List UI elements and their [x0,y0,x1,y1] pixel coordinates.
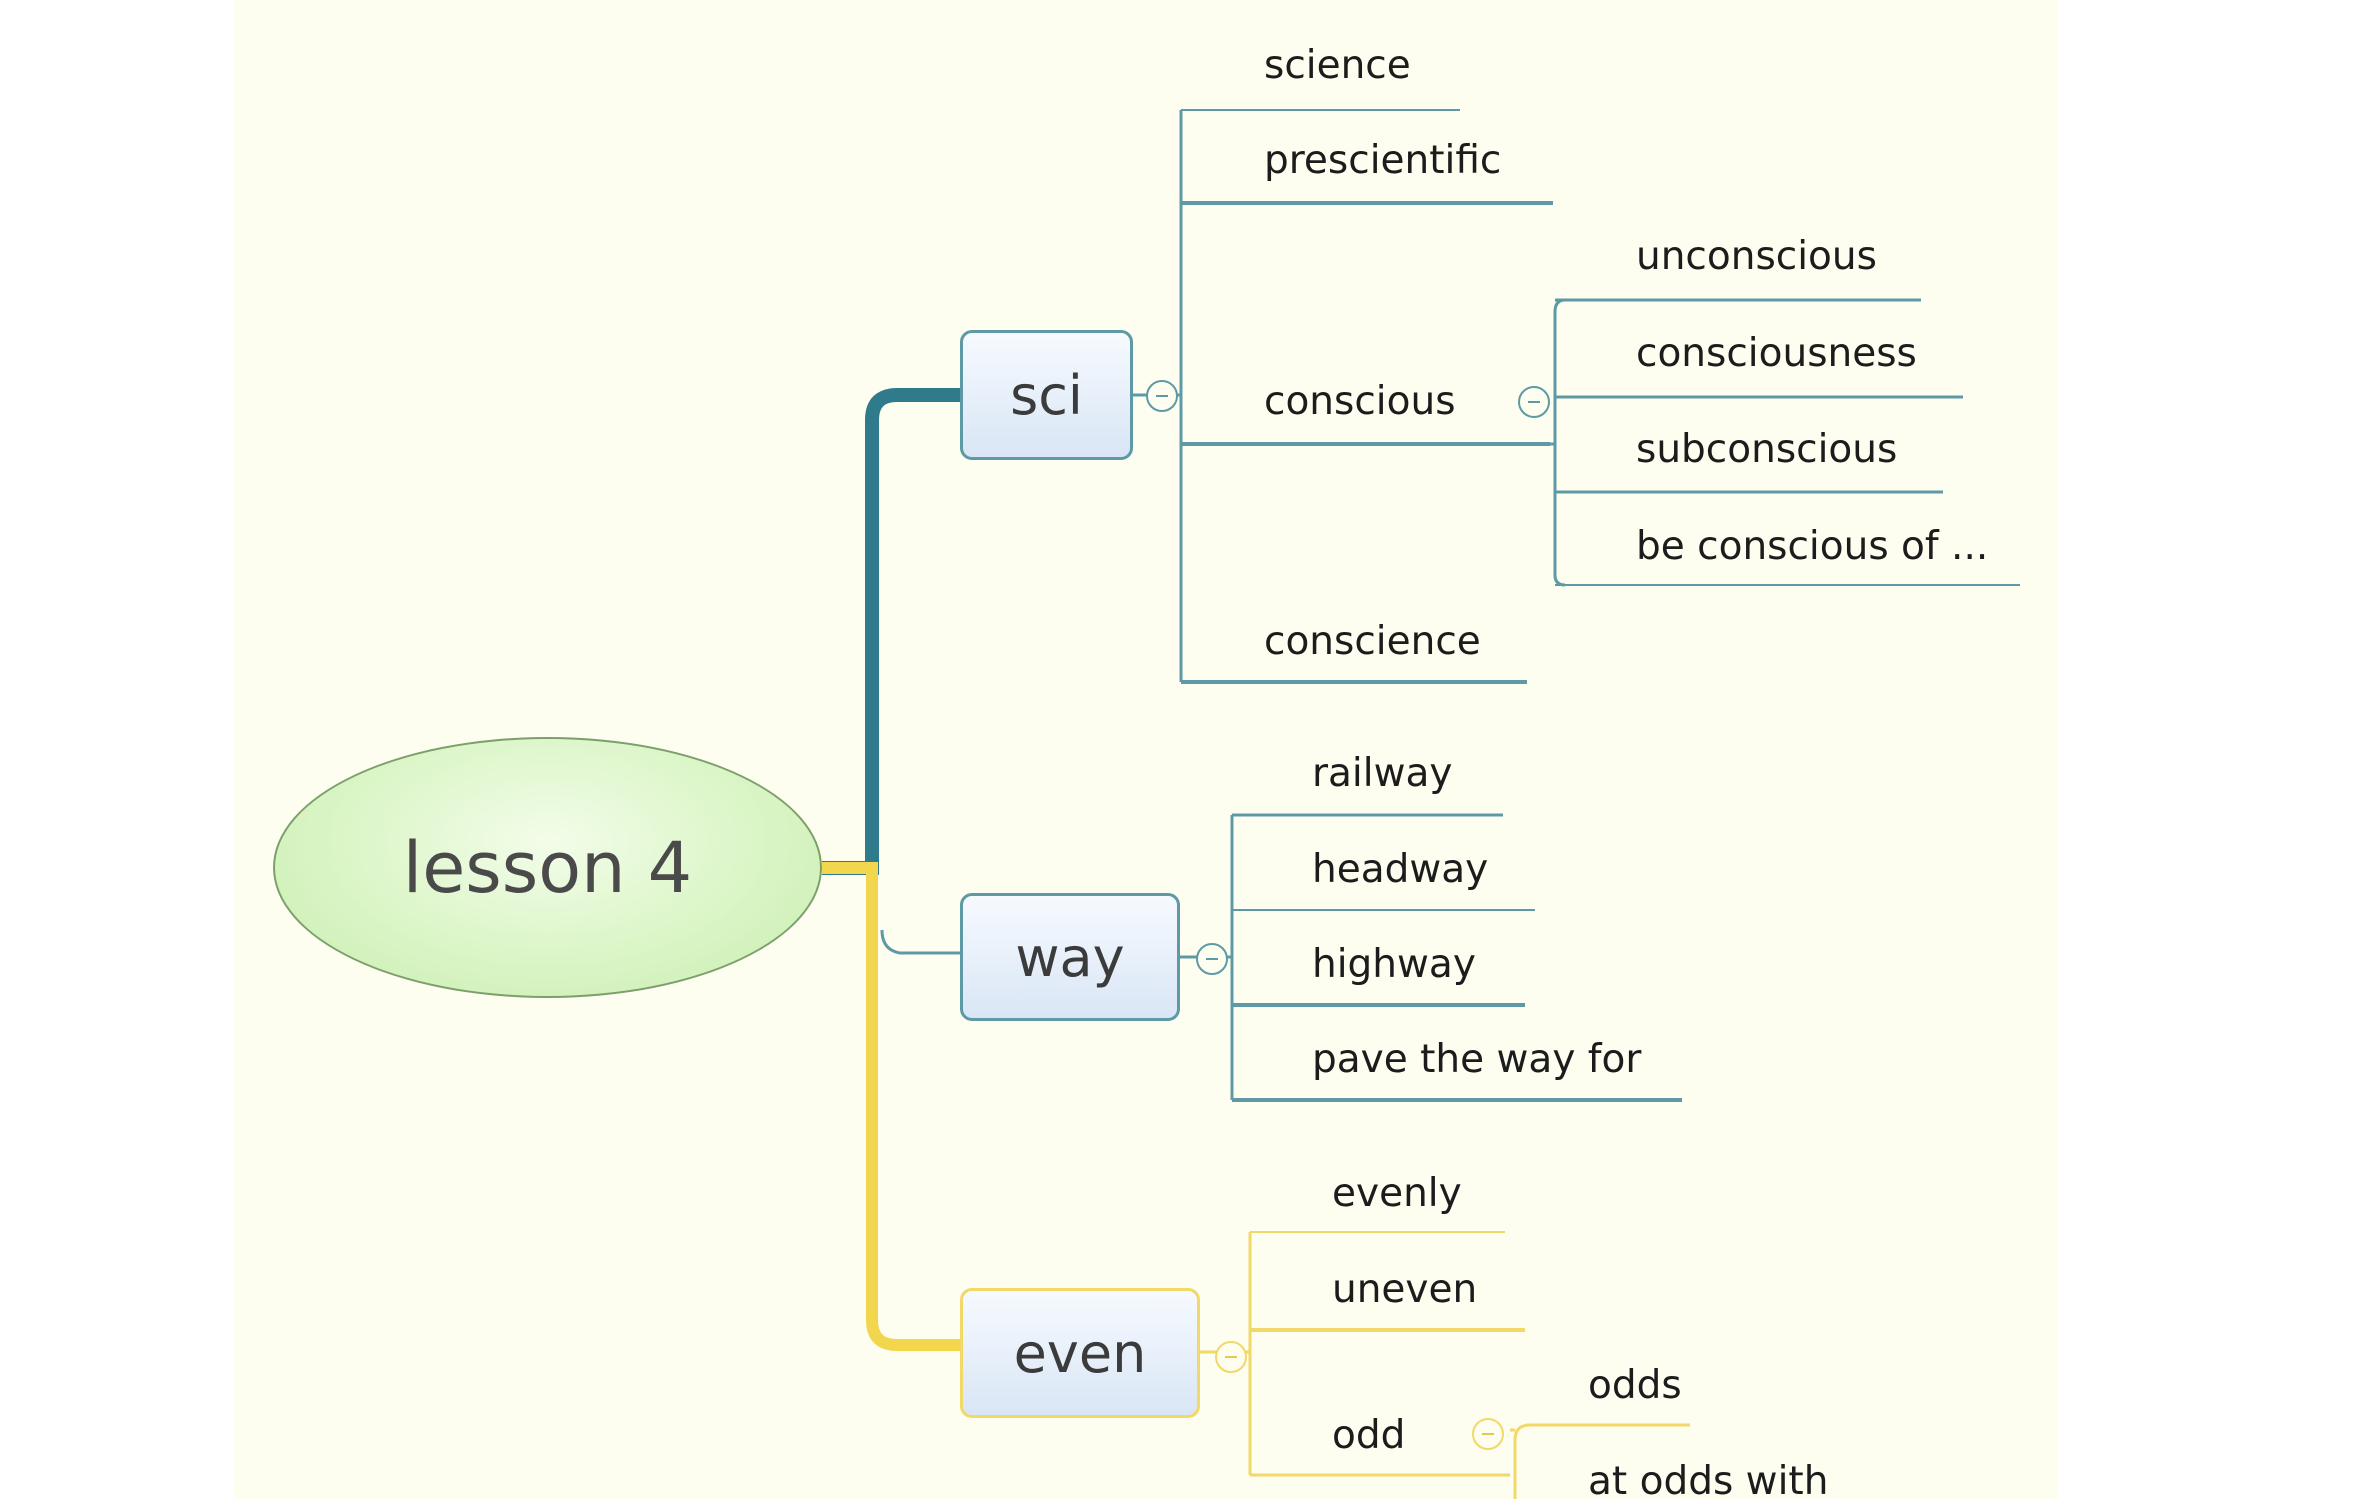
trunk-to-even [822,862,960,1351]
collapse-minus-icon[interactable] [1472,1418,1504,1450]
topic-even[interactable]: even [960,1288,1200,1418]
subtopic-odds[interactable]: odds [1588,1363,1682,1408]
subtopic-be-conscious-of[interactable]: be conscious of ... [1636,524,1989,569]
topic-way[interactable]: way [960,893,1180,1021]
root-topic[interactable]: lesson 4 [273,737,822,998]
subtopic-science[interactable]: science [1264,43,1411,88]
subtopic-evenly[interactable]: evenly [1332,1171,1462,1216]
subtopic-unconscious[interactable]: unconscious [1636,234,1877,279]
subtopic-railway[interactable]: railway [1312,751,1453,796]
way-child-lines [1180,813,1682,1102]
subtopic-headway[interactable]: headway [1312,847,1489,892]
collapse-minus-icon[interactable] [1196,943,1228,975]
topic-even-label: even [1013,1321,1147,1385]
subtopic-conscience[interactable]: conscience [1264,619,1481,664]
subtopic-uneven[interactable]: uneven [1332,1267,1478,1312]
topic-way-label: way [1015,925,1125,989]
subtopic-consciousness[interactable]: consciousness [1636,331,1917,376]
collapse-minus-icon[interactable] [1146,380,1178,412]
subtopic-prescientific[interactable]: prescientific [1264,138,1502,183]
subtopic-pave-the-way-for[interactable]: pave the way for [1312,1037,1642,1082]
collapse-minus-icon[interactable] [1518,386,1550,418]
trunk-to-way [880,929,960,955]
subtopic-odd[interactable]: odd [1332,1413,1406,1458]
trunk-to-sci [822,388,960,875]
subtopic-conscious[interactable]: conscious [1264,379,1456,424]
subtopic-subconscious[interactable]: subconscious [1636,427,1898,472]
topic-sci[interactable]: sci [960,330,1133,460]
collapse-minus-icon[interactable] [1215,1341,1247,1373]
sci-child-lines [1133,109,2020,684]
topic-sci-label: sci [1010,363,1083,427]
subtopic-highway[interactable]: highway [1312,942,1476,987]
root-topic-label: lesson 4 [402,826,693,909]
subtopic-at-odds-with[interactable]: at odds with [1588,1459,1829,1504]
